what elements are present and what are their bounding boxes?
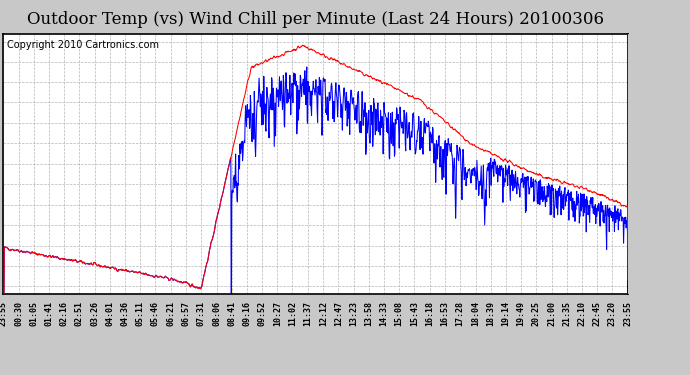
Text: Outdoor Temp (vs) Wind Chill per Minute (Last 24 Hours) 20100306: Outdoor Temp (vs) Wind Chill per Minute … — [27, 11, 604, 28]
Text: Copyright 2010 Cartronics.com: Copyright 2010 Cartronics.com — [7, 40, 159, 50]
